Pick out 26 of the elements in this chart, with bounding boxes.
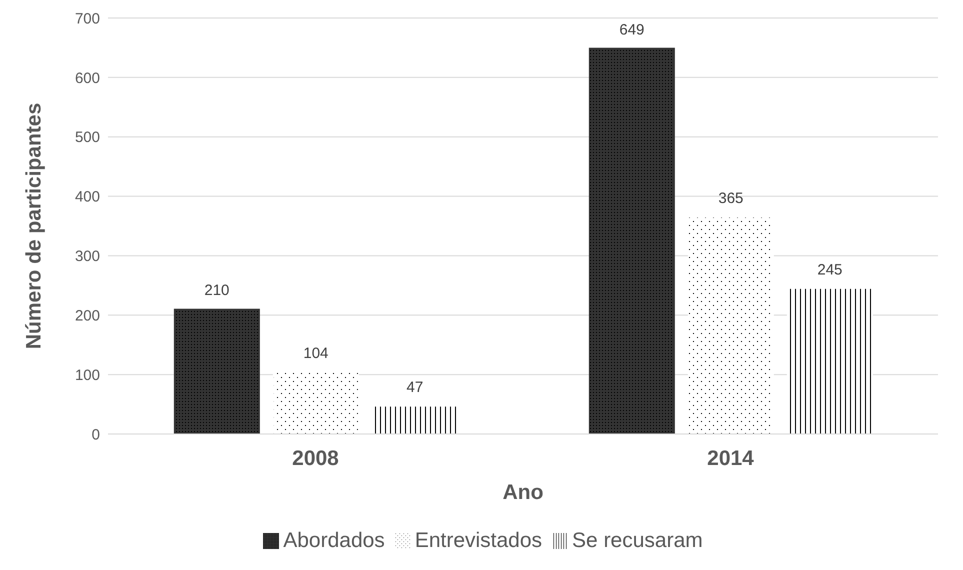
legend-label: Abordados: [283, 529, 385, 552]
x-axis-title: Ano: [502, 481, 544, 504]
data-label: 104: [303, 345, 328, 362]
y-tick-label: 100: [74, 366, 100, 384]
y-tick-label: 200: [74, 307, 100, 324]
y-axis-title: Número de participantes: [22, 102, 46, 350]
bar: [688, 216, 774, 434]
y-tick-label: 700: [74, 10, 100, 28]
y-tick-label: 400: [74, 188, 100, 206]
data-label: 649: [619, 21, 644, 38]
data-label: 245: [817, 261, 842, 278]
legend-label: Entrevistados: [414, 529, 542, 552]
y-tick-label: 600: [74, 70, 100, 87]
bar: [272, 372, 359, 434]
y-tick-label: 300: [74, 248, 100, 266]
legend-label: Se recusaram: [572, 529, 703, 552]
data-label: 210: [204, 282, 230, 300]
bar: [786, 288, 873, 434]
x-tick-label: 2008: [292, 446, 340, 470]
y-tick-label: 0: [92, 426, 100, 444]
x-tick-label: 2014: [707, 446, 754, 470]
data-label: 47: [406, 379, 424, 396]
bar: [588, 48, 675, 434]
y-tick-label: 500: [74, 129, 100, 146]
bar: [174, 308, 260, 434]
data-label: 365: [718, 190, 744, 208]
